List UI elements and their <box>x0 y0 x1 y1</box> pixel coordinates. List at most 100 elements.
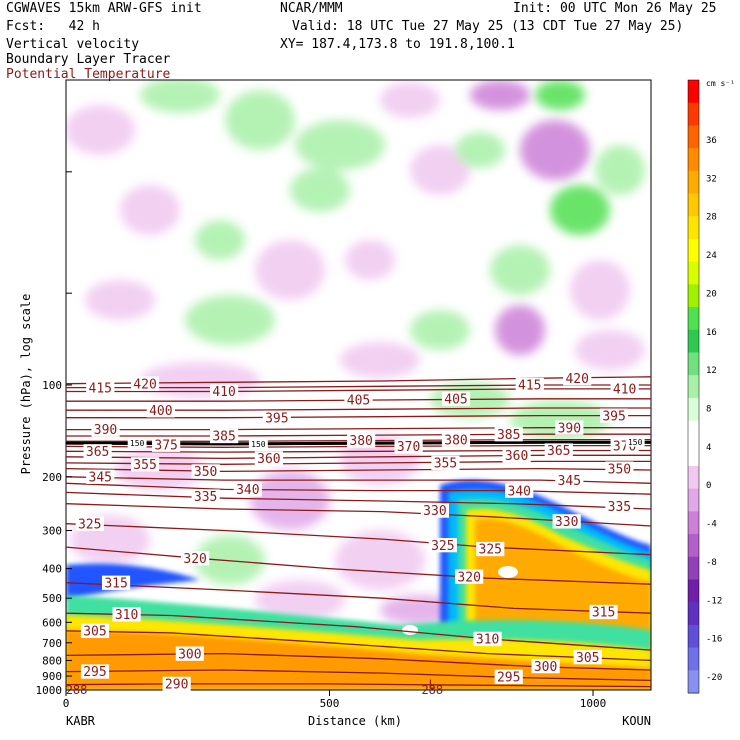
x-tick-label-0: 0 <box>63 697 70 710</box>
isentrope-label-300-0: 300 <box>178 647 201 662</box>
isentrope-label-335-0: 335 <box>194 490 217 505</box>
colorbar-segment-0 <box>688 80 699 104</box>
isentrope-label-385-0-bg <box>210 428 239 444</box>
model-title: CGWAVES 15km ARW-GFS init <box>6 1 202 16</box>
colorbar-segment-15 <box>688 420 699 444</box>
isentrope-label-305-1-bg <box>573 649 602 665</box>
colorbar-tick-label-11: -8 <box>706 558 717 568</box>
isentrope-label-410-0-bg <box>210 384 239 399</box>
isentrope-355 <box>65 460 651 465</box>
isentrope-label-320-1: 320 <box>457 570 480 585</box>
isentrope-label-355-0-bg <box>130 457 160 472</box>
isentrope-label-360-0-bg <box>254 451 283 466</box>
isentrope-label-390-0-bg <box>91 422 120 437</box>
isentrope-label-315-1: 315 <box>592 606 615 621</box>
isentrope-label-380-0-bg <box>347 433 376 448</box>
colorbar-ticks: 36 32 28 24 20 16 12 8 4 0 -4 -8 -12 -16 -20 <box>706 136 722 683</box>
isentrope-label-400-0-bg <box>146 403 175 418</box>
isentrope-label-305-0: 305 <box>83 625 106 640</box>
isentrope-label-395-0-bg <box>262 410 291 425</box>
colorbar-segment-24 <box>688 624 699 649</box>
isentrope-label-325-2: 325 <box>479 543 502 558</box>
annotation-label-0: L <box>429 678 436 692</box>
isentrope-label-315-0-bg <box>101 575 131 590</box>
colorbar-segment-8 <box>688 261 699 285</box>
isentrope-label-layer: 290 295 295 300 300 305 305 310 310 315 315 320 320 3… <box>66 371 645 697</box>
isentrope-325 <box>65 523 652 556</box>
isentrope-label-320-0-bg <box>181 551 210 566</box>
colorbar-segment-11 <box>688 329 699 354</box>
colorbar-tick-label-3: 24 <box>706 251 717 261</box>
colorbar-tick-label-13: -16 <box>706 635 722 645</box>
annotation-label-1: 288 <box>66 683 88 697</box>
tropopause-label-2-bg <box>625 437 645 447</box>
field-label-potential-temperature: Potential Temperature <box>6 67 171 82</box>
isentrope-label-310-0-bg <box>112 607 141 622</box>
isentrope-label-350-0-bg <box>191 464 220 479</box>
isentrope-label-365-0: 365 <box>86 445 109 460</box>
colorbar-segment-2 <box>688 125 699 149</box>
isentrope-label-415-0-bg <box>86 380 115 395</box>
colorbar-tick-label-10: -4 <box>706 520 717 530</box>
isentrope-360 <box>65 454 651 460</box>
isentrope-label-370-0-bg <box>394 439 423 454</box>
colorbar-segment-13 <box>688 375 699 399</box>
colorbar-segment-1 <box>688 102 699 127</box>
y-tick-label-800: 800 <box>42 654 62 667</box>
tropopause-label-1-bg <box>248 439 268 449</box>
colorbar-tick-label-5: 16 <box>706 328 717 338</box>
y-tick-label-100: 100 <box>42 379 62 392</box>
y-tick-label-1000: 1000 <box>36 684 63 697</box>
isentrope-label-345-0-bg <box>86 469 115 484</box>
colorbar-tick-label-0: 36 <box>706 136 717 146</box>
isentrope-label-290-0: 290 <box>165 678 188 693</box>
colorbar-tick-label-1: 32 <box>706 174 717 184</box>
isentrope-label-335-0-bg <box>191 489 220 504</box>
isentrope-label-420-1: 420 <box>565 372 588 387</box>
isentrope-label-380-0: 380 <box>349 434 372 449</box>
isentrope-label-350-1-bg <box>605 461 634 476</box>
colorbar <box>687 79 700 694</box>
isentrope-label-320-0: 320 <box>183 552 206 567</box>
isentrope-label-385-1: 385 <box>497 428 520 443</box>
isentrope-label-295-1-bg <box>494 669 523 684</box>
colorbar-tick-label-6: 12 <box>706 366 717 376</box>
isentrope-label-365-0-bg <box>83 444 112 459</box>
colorbar-segment-5 <box>688 193 699 217</box>
isentrope-395 <box>66 414 651 419</box>
isentrope-label-305-0-bg <box>80 623 110 639</box>
colorbar-tick-label-7: 8 <box>706 405 711 415</box>
colorbar-tick-label-8: 4 <box>706 443 711 453</box>
y-tick-label-600: 600 <box>42 616 62 629</box>
y-tick-label-400: 400 <box>42 563 62 576</box>
isentrope-label-375-0: 375 <box>154 438 177 453</box>
isentrope-405 <box>66 398 651 402</box>
colorbar-segment-9 <box>688 284 699 308</box>
isentrope-label-335-1-bg <box>605 499 634 514</box>
field-label-vertical-velocity: Vertical velocity <box>6 37 140 52</box>
colorbar-segment-10 <box>688 307 699 331</box>
isentrope-label-330-1: 330 <box>555 515 578 530</box>
cross-section-endpoints: XY= 187.4,173.8 to 191.8,100.1 <box>280 37 515 52</box>
isentrope-label-340-1: 340 <box>508 484 531 499</box>
colorbar-segment-7 <box>688 238 699 263</box>
isentrope-label-390-1: 390 <box>558 421 581 436</box>
colorbar-segment-19 <box>688 511 699 535</box>
isentrope-label-420-1-bg <box>563 371 592 386</box>
x-axis-label: Distance (km) <box>308 714 402 728</box>
isentrope-label-325-0: 325 <box>78 517 101 532</box>
x-tick-label-1000: 1000 <box>580 697 607 710</box>
tropopause-label-2: 150 <box>628 438 643 447</box>
colorbar-frame <box>687 79 700 694</box>
colorbar-segment-3 <box>688 148 699 172</box>
tropopause-label-1: 150 <box>251 440 266 449</box>
isentrope-label-410-1: 410 <box>613 383 636 398</box>
field-label-boundary-layer-tracer: Boundary Layer Tracer <box>6 52 171 67</box>
isentrope-label-300-1-bg <box>531 658 560 674</box>
isentrope-340 <box>65 482 652 495</box>
isentrope-label-300-1: 300 <box>534 660 557 675</box>
colorbar-tick-label-2: 28 <box>706 213 717 223</box>
isentrope-label-420-0-bg <box>130 376 160 391</box>
isentrope-label-345-0: 345 <box>89 470 112 485</box>
isentrope-label-405-1-bg <box>441 391 471 406</box>
